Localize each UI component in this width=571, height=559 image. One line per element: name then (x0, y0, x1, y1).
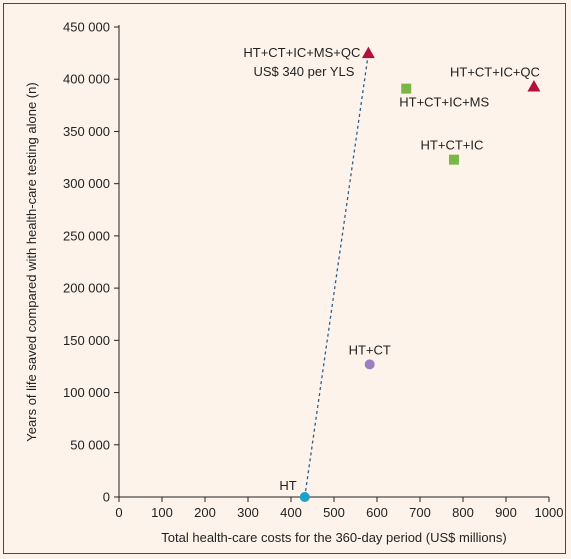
point-labels: HT HT+CT HT+CT+IC HT+CT+IC+MS HT+CT+IC+QC HT+… (243, 45, 540, 493)
axes (114, 25, 550, 502)
y-axis-label: Years of life saved compared with health… (24, 82, 39, 441)
y-tick-label: 0 (103, 490, 110, 505)
y-tick-label: 350 000 (63, 124, 110, 139)
x-tick-label: 200 (194, 505, 216, 520)
point-label: HT+CT+IC+MS (399, 95, 489, 110)
point-ht-ct (364, 359, 375, 370)
y-tick-label: 400 000 (63, 72, 110, 87)
x-tick-label: 600 (366, 505, 388, 520)
y-tick-label: 250 000 (63, 228, 110, 243)
point-ht-ct-ic-ms-qc (361, 46, 375, 59)
y-tick-label: 450 000 (63, 20, 110, 35)
point-label: HT (279, 478, 296, 493)
x-tick-label: 300 (237, 505, 259, 520)
point-label: HT+CT+IC+QC (450, 65, 540, 80)
point-label: HT+CT (349, 342, 391, 357)
x-tick-label: 500 (323, 505, 345, 520)
point-ht-ct-ic-qc (527, 80, 541, 92)
data-points (299, 46, 541, 502)
x-tick-label: 1000 (535, 505, 564, 520)
x-axis-label: Total health-care costs for the 360-day … (161, 530, 506, 545)
y-tick-label: 50 000 (70, 437, 110, 452)
point-label: HT+CT+IC (421, 138, 484, 153)
y-tick-label: 300 000 (63, 176, 110, 191)
y-tick-label: 100 000 (63, 385, 110, 400)
x-tick-label: 800 (452, 505, 474, 520)
tick-labels: 0 100 200 300 400 500 600 700 800 900 1000 0 50 000 1… (63, 20, 563, 521)
point-ht-ct-ic (448, 154, 459, 165)
x-tick-label: 400 (280, 505, 302, 520)
point-ht (299, 492, 310, 502)
x-tick-label: 900 (495, 505, 517, 520)
efficiency-frontier-line (304, 53, 370, 498)
annotation-label: US$ 340 per YLS (253, 64, 354, 79)
y-tick-label: 150 000 (63, 333, 110, 348)
point-label: HT+CT+IC+MS+QC (243, 45, 360, 60)
x-tick-label: 0 (115, 505, 122, 520)
x-tick-label: 100 (151, 505, 173, 520)
chart-frame (3, 3, 566, 554)
y-tick-label: 200 000 (63, 281, 110, 296)
point-ht-ct-ic-ms (401, 83, 412, 94)
x-tick-label: 700 (409, 505, 431, 520)
